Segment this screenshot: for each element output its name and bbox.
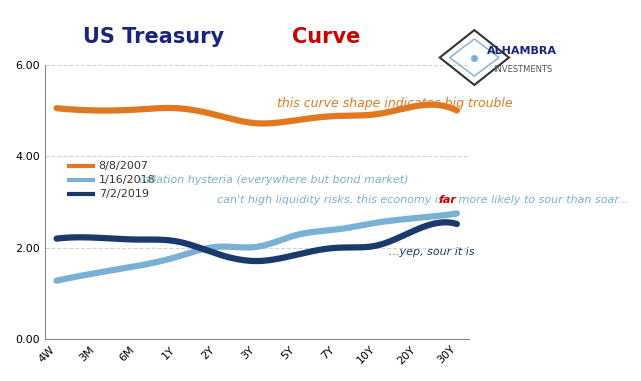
Text: this curve shape indicates big trouble: this curve shape indicates big trouble: [277, 97, 512, 110]
Text: ALHAMBRA: ALHAMBRA: [487, 46, 558, 56]
Text: far: far: [439, 195, 457, 205]
Text: 1/16/2018: 1/16/2018: [99, 175, 155, 185]
Text: can't high liquidity risks, this economy is: can't high liquidity risks, this economy…: [217, 195, 447, 205]
Text: INVESTMENTS: INVESTMENTS: [493, 65, 552, 74]
Text: inflation hysteria (everywhere but bond market): inflation hysteria (everywhere but bond …: [138, 175, 408, 185]
Text: Curve: Curve: [292, 27, 360, 46]
Text: 8/8/2007: 8/8/2007: [99, 161, 149, 171]
Text: US Treasury: US Treasury: [83, 27, 231, 46]
Text: more likely to sour than soar...: more likely to sour than soar...: [455, 195, 628, 205]
Text: ...yep, sour it is: ...yep, sour it is: [389, 247, 474, 257]
Text: 7/2/2019: 7/2/2019: [99, 189, 149, 199]
